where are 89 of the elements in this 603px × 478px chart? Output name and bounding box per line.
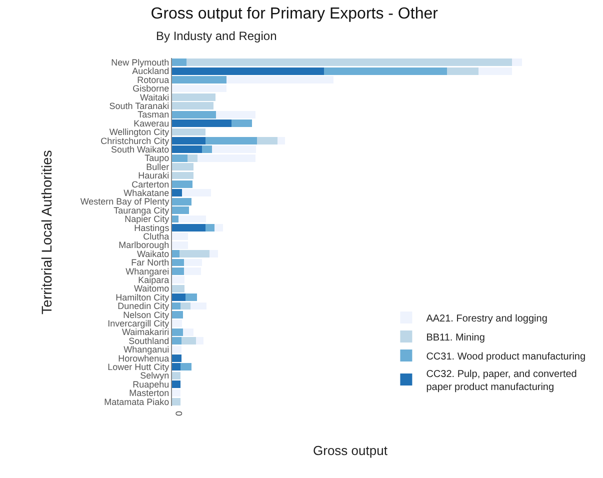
bar [180,363,192,371]
y-tick-label: Waitomo [134,284,170,294]
bar [478,67,512,75]
y-tick-label: Marlborough [118,240,170,250]
y-tick-label: Kawerau [134,118,170,128]
bar [172,189,182,197]
bar [172,372,180,380]
bar [172,380,180,388]
y-tick-label: Napier City [124,214,170,224]
bar [232,120,252,127]
bar [172,389,180,397]
legend-label: BB11. Mining [426,332,485,344]
y-tick-label: Selwyn [140,370,170,381]
bar [180,250,210,258]
y-tick-label: Hastings [134,222,170,233]
bar [172,67,324,75]
y-tick-label: Gisborne [132,84,170,94]
text: 0 [174,410,184,416]
y-tick-label: Auckland [132,66,170,76]
bar [181,337,196,344]
y-tick-label: Western Bay of Plenty [80,196,170,207]
y-tick-label: Whangarei [126,266,170,276]
y-tick-label: Waimakariri [122,327,170,338]
y-tick-label: Hamilton City [116,292,170,302]
bar [209,250,218,258]
x-axis-title: Gross output [313,443,388,458]
bar [186,294,197,301]
bar [172,128,206,136]
y-axis-title: Territorial Local Authorities [38,150,54,314]
y-tick-label: Far North [131,258,170,268]
y-tick-label: Masterton [129,388,170,398]
y-tick-label: Wellington City [109,127,170,138]
y-tick-label: Waitaki [140,92,170,102]
y-tick-label: Hauraki [138,170,170,181]
y-tick-label: New Plymouth [111,58,170,68]
bar [172,398,180,406]
bar [512,58,522,66]
y-tick-label: Ruapehu [132,379,170,390]
bar [182,189,212,197]
bar [172,154,188,162]
bar [178,215,206,223]
y-tick-label: Southland [128,336,170,346]
bar [172,320,182,328]
legend-label: AA21. Forestry and logging [426,313,548,324]
y-tick-label: Nelson City [123,310,170,320]
y-tick-label: Lower Hutt City [108,362,170,372]
bar [257,136,278,144]
bar [226,76,334,84]
bar [172,294,186,301]
y-tick-label: Matamata Piako [104,396,170,407]
y-tick-label: Whanganui [124,344,170,355]
bar [277,136,286,144]
y-tick-label: South Waikato [110,144,170,154]
y-tick-label: Waikato [137,248,170,259]
y-tick-label: Carterton [132,179,170,190]
bar [190,302,207,310]
y-tick-label: Horowhenua [118,353,170,364]
bar [180,302,191,310]
bar [172,58,186,66]
y-tick-label: South Taranaki [109,101,170,111]
y-tick-label: Buller [146,162,170,172]
y-tick-label: Whakatane [124,188,170,198]
y-tick-label: Tasman [138,110,170,120]
bar [172,84,226,92]
chart-subtitle: By Industy and Region [156,29,277,43]
y-tick-label: Tauranga City [114,205,170,216]
bar [172,346,182,354]
bar [324,67,448,75]
bar [172,224,206,232]
bar [214,224,224,232]
bar [172,180,192,188]
y-tick-label: Taupo [144,153,170,164]
chart-title: Gross output for Primary Exports - Other [150,5,439,22]
y-tick-label: Dunedin City [118,301,170,312]
y-tick-label: Rotorua [137,74,170,85]
bar [172,76,226,84]
y-tick-label: Kaipara [138,275,170,285]
bar [172,120,232,127]
y-tick-label: Clutha [143,232,170,242]
bar [216,110,256,118]
bar [172,110,216,118]
y-tick-label: Invercargill City [108,318,170,328]
legend-label: CC32. Pulp, paper, and converted paper product manufacturing [426,368,577,393]
y-tick-label: Christchurch City [100,136,170,146]
bar [196,337,204,344]
bar [172,284,185,292]
bar [183,328,194,336]
legend-label: CC31. Wood product manufacturing [426,351,586,362]
bar [205,224,215,232]
